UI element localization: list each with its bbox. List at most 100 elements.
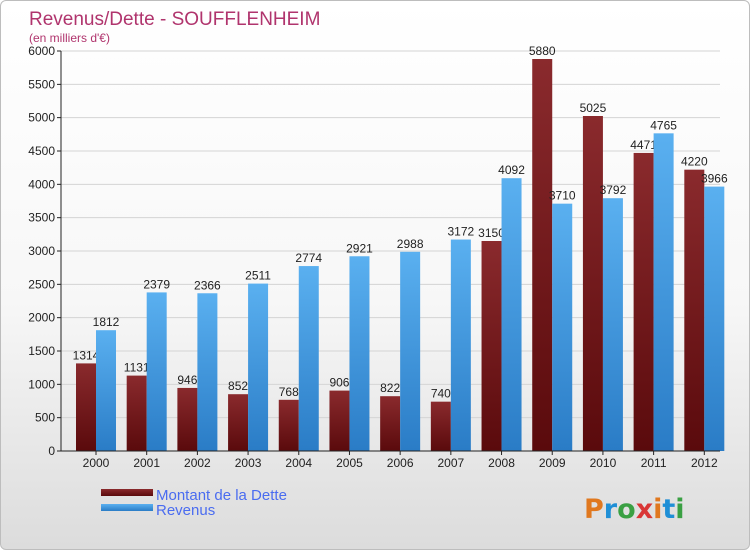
logo-letter: o: [617, 494, 636, 525]
bar-debt: [76, 363, 96, 451]
x-tick-label: 2011: [641, 456, 667, 470]
bar-revenue: [298, 266, 319, 451]
data-label-debt: 5025: [580, 101, 607, 115]
data-label-debt: 946: [177, 373, 197, 387]
bar-debt: [177, 387, 198, 451]
proxiti-logo: Proxiti: [584, 494, 685, 525]
legend-swatch-debt: [101, 489, 153, 496]
bar-revenue: [400, 251, 421, 451]
y-tick-label: 3500: [28, 211, 55, 225]
data-label-debt: 822: [380, 381, 400, 395]
data-label-debt: 1131: [124, 361, 150, 375]
x-tick-label: 2008: [488, 456, 515, 470]
x-tick-label: 2009: [539, 456, 566, 470]
bar-revenue: [552, 203, 573, 451]
x-tick-label: 2010: [590, 456, 617, 470]
y-tick-label: 4000: [28, 177, 55, 191]
legend-label-revenue: Revenus: [156, 502, 215, 519]
legend: Montant de la Dette Revenus: [101, 487, 287, 519]
logo-letter: P: [584, 494, 604, 525]
data-label-debt: 906: [329, 376, 349, 390]
x-tick-label: 2002: [184, 456, 211, 470]
bar-revenue: [450, 239, 471, 451]
bar-revenue: [146, 292, 167, 451]
bar-revenue: [653, 133, 674, 452]
legend-label-debt: Montant de la Dette: [156, 487, 287, 504]
bar-revenue: [96, 330, 116, 451]
bar-debt: [278, 399, 299, 451]
data-label-debt: 852: [228, 379, 248, 393]
data-label-debt: 3150: [478, 226, 505, 240]
x-tick-label: 2000: [83, 456, 110, 470]
bar-debt: [684, 169, 705, 451]
data-label-debt: 4471: [630, 138, 657, 152]
data-label-debt: 1314: [73, 348, 100, 362]
data-label-revenue: 2379: [143, 277, 170, 291]
gridlines: [61, 50, 720, 419]
x-tick-label: 2001: [133, 456, 160, 470]
data-label-revenue: 2511: [245, 269, 271, 283]
data-label-debt: 4220: [681, 155, 708, 169]
y-tick-label: 5500: [28, 77, 55, 91]
y-tick-label: 2000: [28, 311, 55, 325]
y-tick-label: 2500: [28, 277, 55, 291]
data-label-revenue: 2774: [295, 251, 322, 265]
chart-subtitle: (en milliers d'€): [29, 31, 110, 45]
data-label-revenue: 2366: [194, 278, 221, 292]
bar-debt: [329, 390, 350, 451]
y-tick-label: 6000: [28, 44, 55, 58]
bar-debt: [481, 241, 502, 451]
data-label-revenue: 3710: [549, 189, 576, 203]
bar-revenue: [349, 256, 370, 451]
data-label-revenue: 4092: [498, 163, 525, 177]
axes: [60, 51, 720, 452]
bar-revenue: [197, 293, 218, 451]
chart-title: Revenus/Dette - SOUFFLENHEIM: [29, 9, 320, 30]
logo-letter: r: [604, 494, 618, 525]
data-label-revenue: 1812: [93, 315, 120, 329]
y-tick-label: 1000: [28, 377, 55, 391]
x-tick-label: 2004: [285, 456, 312, 470]
bar-revenue: [501, 178, 522, 451]
x-tick-label: 2003: [235, 456, 262, 470]
bar-revenue: [704, 186, 725, 451]
bar-debt: [582, 116, 603, 451]
data-label-revenue: 4765: [650, 118, 677, 132]
bar-debt: [633, 152, 654, 451]
y-tick-label: 0: [48, 444, 55, 458]
logo-letter: i: [653, 494, 662, 525]
y-axis-ticks: 0 500 1000 1500 2000 2500 3000 3500 4000 4500 5000…: [28, 44, 61, 458]
data-label-revenue: 3966: [701, 172, 728, 186]
data-label-debt: 740: [431, 387, 451, 401]
x-tick-label: 2005: [336, 456, 363, 470]
bars: 1314 1812 1131 2379 946 2366 852 2511 768 2774 906…: [73, 44, 728, 452]
data-label-revenue: 3792: [600, 183, 627, 197]
data-label-debt: 5880: [529, 44, 556, 58]
bar-debt: [430, 401, 451, 451]
y-tick-label: 5000: [28, 111, 55, 125]
bar-revenue: [248, 283, 269, 451]
data-label-revenue: 2921: [346, 241, 373, 255]
y-tick-label: 1500: [28, 344, 55, 358]
logo-letter: i: [675, 494, 684, 525]
x-tick-label: 2007: [437, 456, 464, 470]
y-tick-label: 3000: [28, 244, 55, 258]
y-tick-label: 4500: [28, 144, 55, 158]
x-axis-ticks: 2000 2001 2002 2003 2004 2005 2006 2007 2008 2009…: [83, 451, 718, 470]
data-label-revenue: 2988: [397, 237, 424, 251]
bar-debt: [228, 394, 249, 451]
bar-debt: [380, 396, 401, 451]
data-label-debt: 768: [279, 385, 299, 399]
legend-swatch-revenue: [101, 504, 153, 511]
bar-debt: [532, 59, 553, 451]
x-tick-label: 2006: [387, 456, 414, 470]
bar-revenue: [602, 198, 623, 451]
x-tick-label: 2012: [691, 456, 718, 470]
y-tick-label: 500: [35, 411, 55, 425]
bar-debt: [126, 375, 147, 451]
logo-letter: t: [662, 494, 675, 525]
data-label-revenue: 3172: [447, 225, 474, 239]
logo-letter: x: [636, 494, 653, 525]
